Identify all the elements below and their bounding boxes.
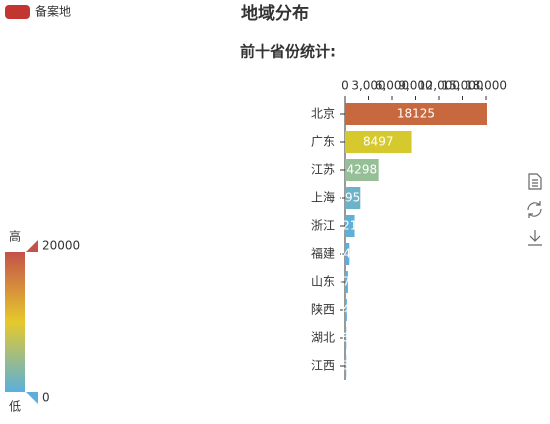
- chart-subtitle: 前十省份统计:: [240, 43, 336, 61]
- bar: [345, 131, 412, 153]
- visual-map-max: 20000: [42, 239, 80, 253]
- save-data-view[interactable]: [528, 173, 542, 190]
- x-tick-label: 0: [341, 79, 349, 93]
- restore[interactable]: [527, 201, 542, 218]
- bar: [345, 159, 379, 181]
- bar-value-label: 4298: [347, 163, 378, 177]
- bar: [345, 271, 348, 293]
- y-tick-label: 江西: [311, 359, 335, 373]
- bar-value-label: 371: [335, 275, 358, 289]
- y-tick-label: 北京: [311, 107, 335, 121]
- x-tick-label: 15,000: [442, 79, 484, 93]
- bar: [345, 299, 347, 321]
- bar-value-label: 164: [334, 331, 357, 345]
- chart-title: 地域分布: [241, 3, 309, 24]
- bar-value-label: 1955: [337, 191, 368, 205]
- bar: [345, 355, 347, 377]
- y-tick-label: 山东: [311, 275, 335, 289]
- bar: [345, 215, 355, 237]
- visual-map-min: 0: [42, 391, 50, 405]
- toolbox: [527, 173, 542, 246]
- y-tick-label: 上海: [311, 190, 335, 205]
- save-image[interactable]: [528, 230, 542, 246]
- visual-map-bar: [5, 252, 25, 392]
- legend-swatch: [5, 5, 30, 19]
- bar-value-label: 18125: [397, 107, 435, 121]
- x-tick-label: 3,000: [351, 79, 385, 93]
- y-tick-label: 陕西: [311, 302, 335, 317]
- bar-value-label: 159: [334, 359, 357, 373]
- y-tick-label: 广东: [311, 135, 335, 149]
- y-tick-label: 福建: [311, 246, 335, 261]
- bar: [345, 103, 487, 125]
- visual-map-handle[interactable]: [26, 240, 38, 252]
- bar-value-label: 240: [334, 303, 357, 317]
- visual-map-handle[interactable]: [26, 392, 38, 404]
- y-tick-label: 浙江: [311, 219, 335, 233]
- y-tick-label: 湖北: [311, 330, 335, 345]
- bar: [345, 327, 347, 349]
- x-tick-label: 6,000: [375, 79, 409, 93]
- bar-value-label: 1216: [334, 219, 365, 233]
- y-tick-label: 江苏: [311, 163, 335, 177]
- visual-map-high: 高: [9, 229, 21, 244]
- bar-value-label: 8497: [363, 135, 394, 149]
- x-tick-label: 12,000: [418, 79, 460, 93]
- bar: [345, 243, 350, 265]
- bar-value-label: 549: [336, 247, 359, 261]
- x-tick-label: 18,000: [465, 79, 507, 93]
- visual-map-low: 低: [9, 400, 21, 414]
- legend-item[interactable]: 备案地: [5, 4, 71, 20]
- legend-label: 备案地: [35, 4, 71, 19]
- bar: [345, 187, 361, 209]
- x-tick-label: 9,000: [398, 79, 432, 93]
